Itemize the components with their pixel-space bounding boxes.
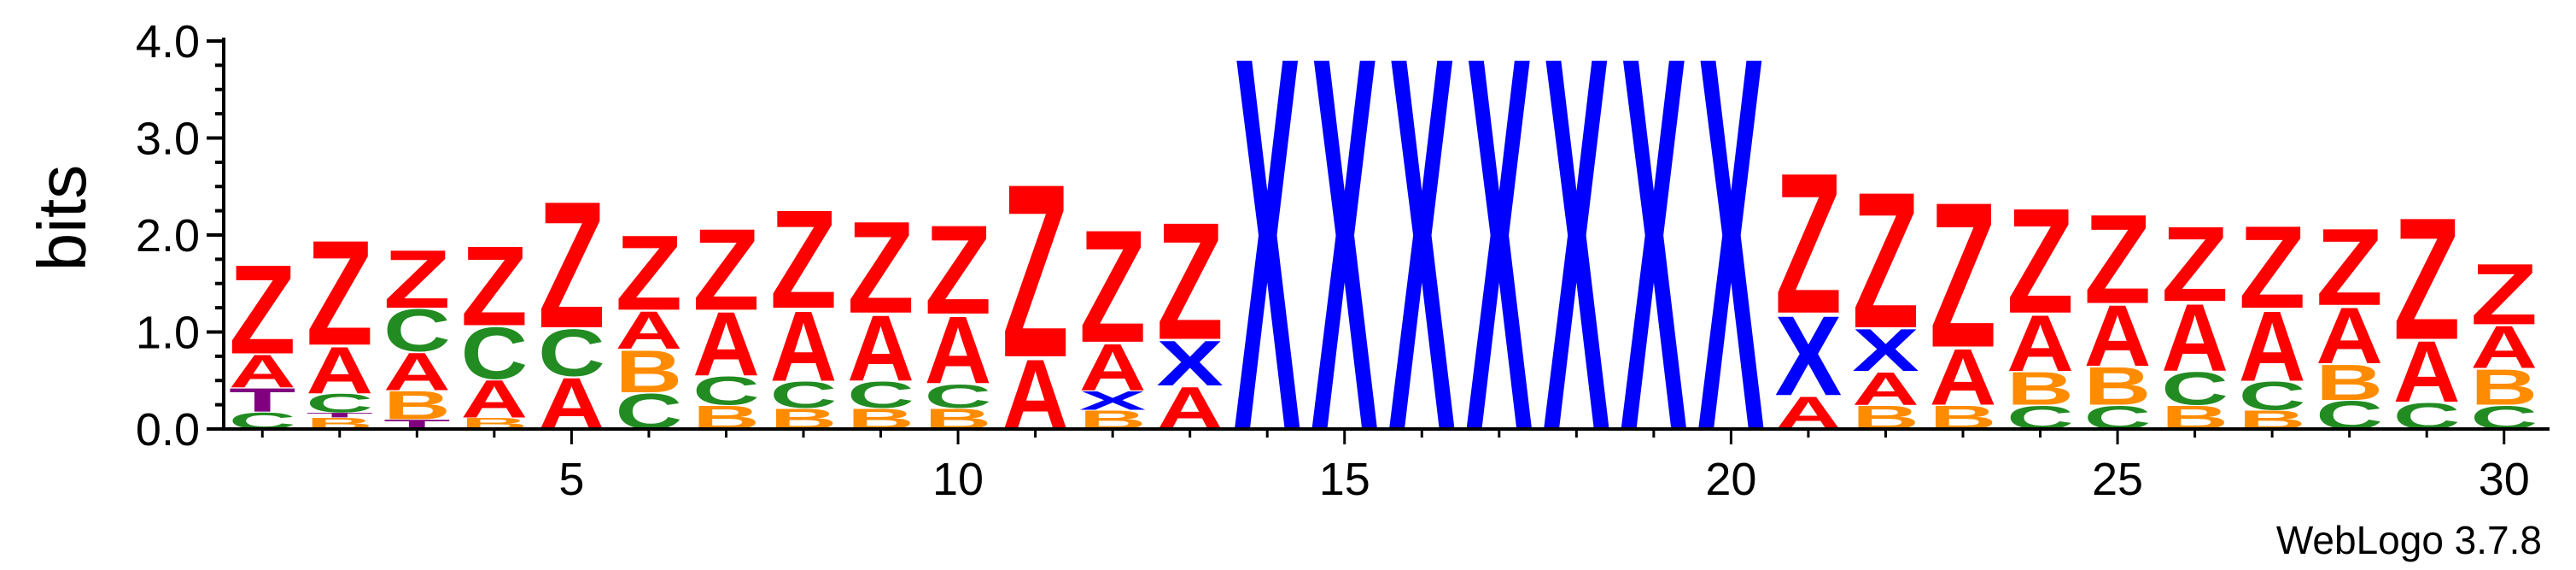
x-tick-label: 5 [558, 454, 584, 505]
logo-symbol-x-pos-16: X [1388, 0, 1456, 543]
logo-symbol-c-pos-3: C [383, 297, 451, 364]
logo-symbol-z-pos-27: Z [2239, 202, 2306, 333]
x-tick-label: 15 [1319, 454, 1370, 505]
logo-symbol-z-pos-3: Z [383, 233, 451, 326]
logo-symbol-z-pos-10: Z [925, 199, 992, 341]
logo-symbol-a-pos-1: A [229, 345, 296, 397]
logo-symbol-a-pos-3: A [383, 342, 451, 402]
logo-symbol-x-pos-13: X [1156, 327, 1224, 399]
logo-symbol-b-pos-6: B [616, 338, 683, 405]
y-tick-label: 0.0 [136, 404, 200, 455]
x-tick-label: 30 [2479, 454, 2530, 505]
logo-symbol-x-pos-17: X [1466, 0, 1533, 543]
logo-symbol-a-pos-7: A [692, 294, 760, 396]
logo-symbol-z-pos-11: Z [1002, 133, 1069, 409]
logo-symbol-c-pos-7: C [692, 368, 760, 414]
logo-symbol-a-pos-29: A [2393, 324, 2461, 420]
logo-symbol-c-pos-10: C [925, 378, 992, 415]
logo-symbol-a-pos-22: A [1852, 363, 1919, 415]
logo-symbol-c-pos-2: C [307, 389, 374, 419]
logo-symbol-b-pos-25: B [2084, 356, 2152, 416]
logo-symbol-a-pos-9: A [847, 297, 914, 401]
logo-symbol-a-pos-12: A [1079, 330, 1147, 405]
x-axis: 5 10 15 20 25 30 [224, 427, 2550, 505]
logo-symbol-z-pos-6: Z [616, 213, 683, 332]
plot-area: CTAZBTCAZTBACZBACZACZCBAZBCAZBCAZBCAZBCA… [229, 0, 2538, 543]
y-tick-label: 2.0 [136, 210, 200, 261]
logo-symbol-x-pos-21: X [1775, 292, 1843, 420]
logo-symbol-b-pos-24: B [2006, 363, 2074, 415]
logo-symbol-a-pos-30: A [2470, 314, 2538, 380]
logo-symbol-a-pos-4: A [461, 369, 529, 429]
logo-symbol-a-pos-23: A [1930, 332, 1997, 422]
logo-symbol-z-pos-5: Z [538, 165, 605, 367]
logo-symbol-z-pos-7: Z [692, 205, 760, 335]
logo-symbol-z-pos-21: Z [1775, 132, 1843, 356]
logo-symbol-a-pos-10: A [925, 297, 992, 404]
x-tick-label: 20 [1705, 454, 1756, 505]
logo-symbol-x-pos-22: X [1852, 316, 1919, 384]
logo-symbol-a-pos-2: A [307, 333, 374, 408]
logo-symbol-x-pos-20: X [1697, 0, 1765, 543]
logo-symbol-z-pos-22: Z [1852, 153, 1919, 369]
logo-symbol-z-pos-4: Z [461, 223, 529, 350]
logo-symbol-a-pos-25: A [2084, 288, 2152, 385]
logo-symbol-a-pos-26: A [2161, 285, 2228, 391]
logo-symbol-z-pos-2: Z [307, 209, 374, 377]
logo-symbol-b-pos-30: B [2470, 359, 2538, 416]
logo-symbol-a-pos-28: A [2316, 291, 2383, 380]
logo-symbol-z-pos-29: Z [2393, 183, 2461, 377]
y-tick-label: 1.0 [136, 308, 200, 359]
logo-symbol-c-pos-8: C [770, 373, 838, 415]
logo-symbol-c-pos-27: C [2239, 373, 2306, 419]
logo-symbol-x-pos-12: X [1079, 385, 1147, 415]
y-tick-label: 4.0 [136, 16, 200, 68]
logo-symbol-z-pos-24: Z [2006, 177, 2074, 344]
x-tick-label: 25 [2092, 454, 2143, 505]
logo-symbol-x-pos-18: X [1543, 0, 1610, 543]
logo-symbol-z-pos-9: Z [847, 194, 914, 340]
logo-symbol-z-pos-30: Z [2470, 245, 2538, 343]
logo-symbol-z-pos-25: Z [2084, 189, 2152, 331]
y-axis: 0.0 1.0 2.0 3.0 4.0 [136, 16, 225, 455]
logo-symbol-a-pos-27: A [2239, 290, 2306, 402]
logo-symbol-z-pos-28: Z [2316, 207, 2383, 329]
logo-symbol-t-pos-1: T [229, 382, 296, 420]
logo-symbol-t-pos-2: T [307, 411, 374, 419]
logo-symbol-z-pos-8: Z [770, 181, 838, 338]
logo-symbol-z-pos-26: Z [2161, 204, 2228, 324]
logo-symbol-x-pos-14: X [1234, 0, 1301, 543]
weblogo-credit: WebLogo 3.7.8 [2275, 518, 2542, 562]
logo-symbol-z-pos-23: Z [1930, 160, 1997, 391]
x-tick-label: 10 [932, 454, 984, 505]
logo-symbol-a-pos-6: A [616, 300, 683, 360]
logo-symbol-b-pos-3: B [383, 383, 451, 428]
logo-symbol-z-pos-1: Z [229, 239, 296, 381]
logo-symbol-x-pos-15: X [1311, 0, 1378, 543]
logo-symbol-z-pos-12: Z [1079, 197, 1147, 377]
logo-symbol-c-pos-26: C [2161, 363, 2228, 415]
logo-symbol-c-pos-4: C [461, 312, 529, 395]
y-axis-label: bits [24, 165, 100, 272]
y-tick-label: 3.0 [136, 114, 200, 165]
logo-symbol-c-pos-9: C [847, 373, 914, 415]
logo-symbol-x-pos-19: X [1621, 0, 1688, 543]
logo-symbol-a-pos-8: A [770, 290, 838, 402]
logo-symbol-b-pos-28: B [2316, 354, 2383, 411]
logo-symbol-a-pos-24: A [2006, 298, 2074, 388]
logo-symbol-c-pos-5: C [538, 315, 605, 391]
logo-symbol-z-pos-13: Z [1156, 188, 1224, 375]
